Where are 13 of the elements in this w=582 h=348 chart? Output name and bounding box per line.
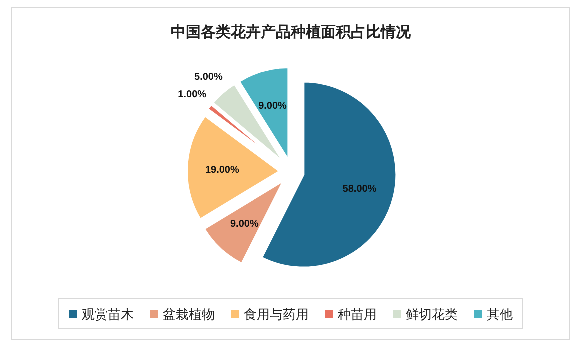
legend-label: 其他 xyxy=(487,307,513,322)
legend-label: 种苗用 xyxy=(338,307,377,322)
data-label: 1.00% xyxy=(178,89,207,100)
data-label: 19.00% xyxy=(205,164,240,176)
legend-label: 观赏苗木 xyxy=(82,307,134,322)
data-label: 58.00% xyxy=(342,184,377,196)
legend-label: 鲜切花类 xyxy=(406,307,458,322)
data-label: 9.00% xyxy=(230,219,259,230)
data-label: 9.00% xyxy=(258,101,288,112)
legend-label: 食用与药用 xyxy=(244,307,309,322)
data-label: 5.00% xyxy=(194,72,223,84)
chart-title: 中国各类花卉产品种植面积占比情况 xyxy=(171,24,412,41)
legend-label: 盆栽植物 xyxy=(163,307,215,322)
